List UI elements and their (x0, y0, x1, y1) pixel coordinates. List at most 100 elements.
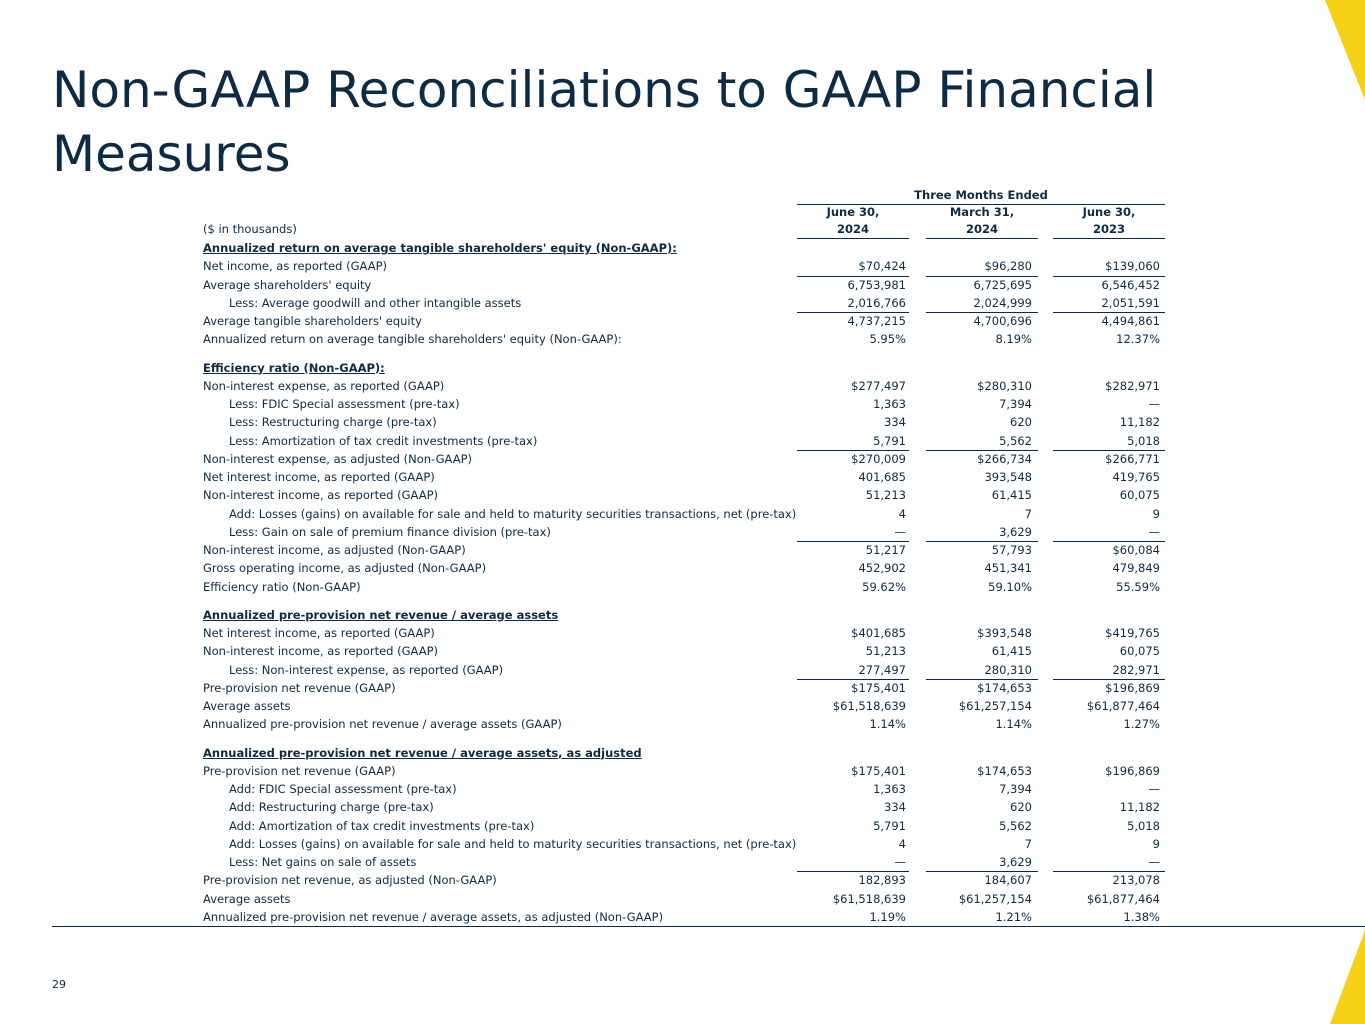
cell-value: $266,734 (977, 451, 1032, 466)
cell-value: 1.27% (1123, 717, 1160, 732)
row-label: Average tangible shareholders' equity (203, 314, 422, 328)
cell-value: 11,182 (1119, 415, 1160, 430)
cell-value: 334 (884, 800, 906, 815)
cell-value: 4,700,696 (973, 314, 1032, 328)
cell-value: 401,685 (858, 470, 906, 484)
cell-value: 5,562 (999, 818, 1032, 833)
rule (797, 238, 909, 239)
row-label: Add: Restructuring charge (pre-tax) (229, 800, 434, 815)
column-header: 2024 (836, 222, 869, 236)
rule (926, 238, 1038, 239)
cell-value: 5,018 (1127, 433, 1160, 448)
cell-value: $61,877,464 (1086, 699, 1160, 713)
row-label: Less: Non-interest expense, as reported … (229, 662, 504, 677)
row-label: Pre-provision net revenue (GAAP) (203, 680, 396, 695)
cell-value: — (1148, 855, 1161, 869)
cell-value: $174,653 (977, 680, 1032, 695)
unit-label: ($ in thousands) (203, 222, 297, 236)
rule (926, 449, 1038, 451)
cell-value: — (894, 524, 907, 539)
row-label: Net income, as reported (GAAP) (203, 259, 387, 274)
cell-value: 7,394 (999, 397, 1032, 411)
cell-value: 451,341 (984, 561, 1032, 576)
cell-value: 7,394 (999, 782, 1032, 796)
cell-value: — (894, 855, 907, 869)
cell-value: $282,971 (1105, 378, 1160, 393)
cell-value: 5,791 (873, 818, 906, 833)
cell-value: 1.21% (995, 909, 1032, 924)
cell-value: $61,518,639 (832, 891, 906, 906)
column-header: June 30, (826, 205, 880, 219)
cell-value: 5,018 (1127, 818, 1160, 833)
rule (1053, 871, 1165, 873)
group-header: Three Months Ended (914, 188, 1048, 202)
cell-value: 4 (898, 506, 906, 521)
accent-top (1325, 0, 1365, 100)
cell-value: $393,548 (977, 626, 1032, 640)
cell-value: $61,257,154 (958, 891, 1032, 906)
cell-value: 182,893 (858, 873, 906, 888)
cell-value: $401,685 (851, 626, 906, 640)
row-label: Average shareholders' equity (203, 277, 372, 292)
accent-bottom (1330, 930, 1365, 1024)
cell-value: 1,363 (873, 782, 906, 796)
rule (1053, 449, 1165, 451)
row-label: Less: Average goodwill and other intangi… (229, 295, 522, 310)
row-label: Add: FDIC Special assessment (pre-tax) (229, 782, 457, 796)
title: Non-GAAP Reconciliations to GAAP Financi… (52, 61, 1157, 183)
cell-value: 1.19% (869, 909, 906, 924)
rule (926, 678, 1038, 680)
cell-value: 51,213 (865, 488, 906, 503)
rule (1053, 541, 1165, 542)
row-label: Efficiency ratio (Non-GAAP) (203, 579, 361, 594)
cell-value: 2,024,999 (973, 295, 1032, 310)
cell-value: 11,182 (1119, 800, 1160, 815)
cell-value: $277,497 (851, 378, 906, 393)
cell-value: 479,849 (1112, 561, 1160, 576)
cell-value: 5,791 (873, 433, 906, 448)
cell-value: 3,629 (999, 524, 1032, 539)
cell-value: 61,415 (991, 644, 1032, 659)
row-label: Less: Gain on sale of premium finance di… (229, 524, 551, 539)
cell-value: $280,310 (977, 378, 1032, 393)
section-title: Efficiency ratio (Non-GAAP): (203, 360, 385, 375)
column-header: March 31, (949, 205, 1015, 219)
cell-value: 2,051,591 (1101, 295, 1160, 310)
cell-value: — (1148, 397, 1161, 411)
cell-value: 9 (1152, 836, 1160, 851)
column-header: 2024 (965, 222, 998, 236)
row-label: Average assets (203, 699, 291, 713)
row-label: Pre-provision net revenue, as adjusted (… (203, 873, 497, 888)
cell-value: 7 (1024, 836, 1032, 851)
rule (926, 275, 1038, 277)
cell-value: $61,257,154 (958, 699, 1032, 713)
bottom-rule (52, 926, 1365, 927)
row-label: Less: Net gains on sale of assets (229, 855, 417, 869)
cell-value: 51,217 (865, 543, 906, 557)
cell-value: 9 (1152, 506, 1160, 521)
cell-value: 1.38% (1123, 909, 1160, 924)
row-label: Annualized pre-provision net revenue / a… (203, 909, 664, 924)
row-label: Less: FDIC Special assessment (pre-tax) (229, 397, 460, 411)
cell-value: 12.37% (1116, 332, 1160, 347)
cell-value: 8.19% (995, 332, 1032, 347)
cell-value: 334 (884, 415, 906, 430)
row-label: Less: Amortization of tax credit investm… (229, 433, 538, 448)
row-label: Net interest income, as reported (GAAP) (203, 626, 435, 640)
cell-value: 282,971 (1112, 662, 1160, 677)
row-label: Pre-provision net revenue (GAAP) (203, 763, 396, 778)
cell-value: 7 (1024, 506, 1032, 521)
cell-value: 393,548 (984, 470, 1032, 484)
cell-value: 60,075 (1119, 644, 1160, 659)
row-label: Non-interest income, as adjusted (Non-GA… (203, 543, 466, 557)
row-label: Add: Amortization of tax credit investme… (229, 818, 535, 833)
section-title: Annualized pre-provision net revenue / a… (203, 745, 642, 760)
row-label: Add: Losses (gains) on available for sal… (229, 836, 797, 851)
cell-value: 213,078 (1112, 873, 1160, 888)
row-label: Non-interest income, as reported (GAAP) (203, 644, 439, 659)
row-label: Annualized pre-provision net revenue / a… (203, 717, 562, 732)
cell-value: $419,765 (1105, 626, 1160, 640)
cell-value: $61,518,639 (832, 699, 906, 713)
